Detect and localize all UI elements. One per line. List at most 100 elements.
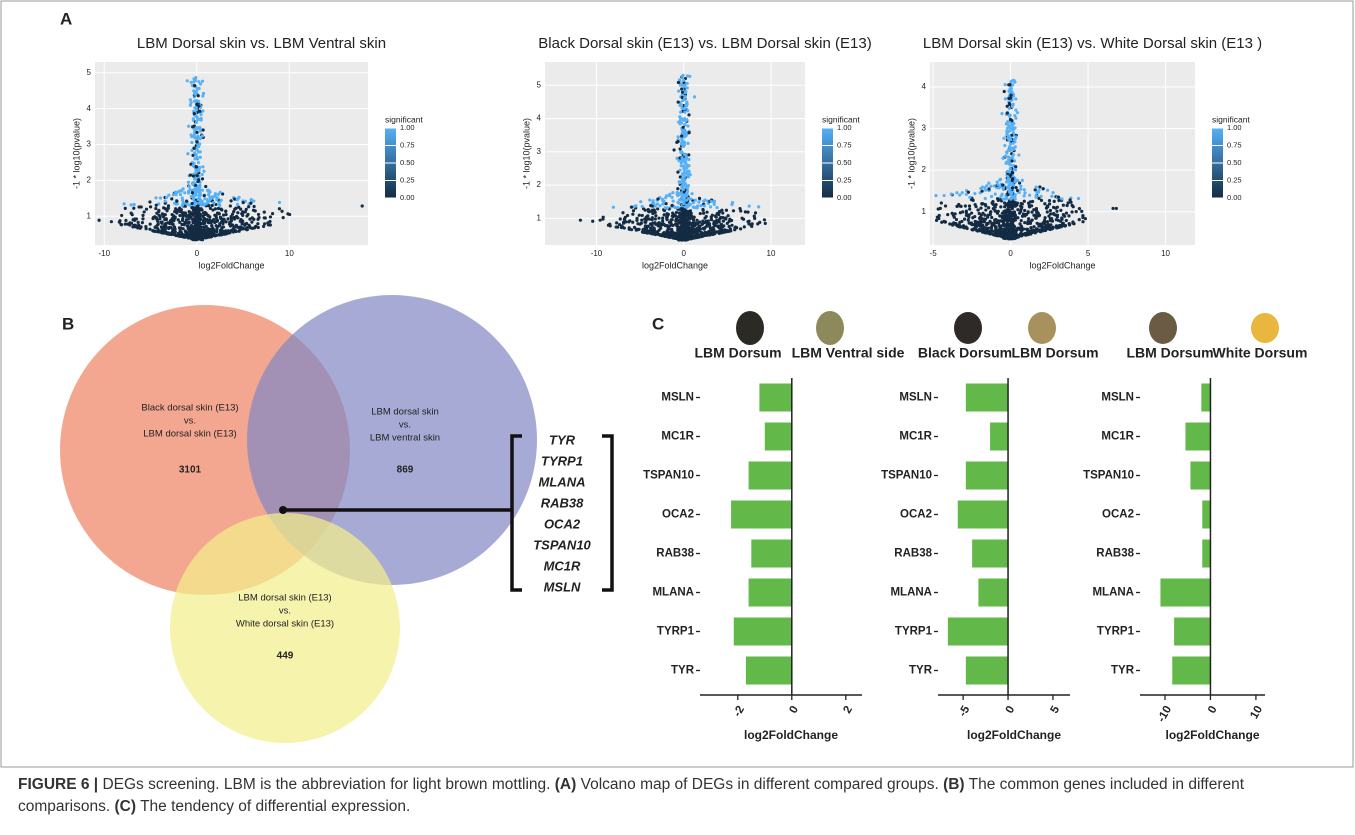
volcano-point — [727, 225, 730, 228]
volcano-point — [221, 222, 224, 225]
volcano-point — [233, 217, 236, 220]
volcano-point — [754, 211, 757, 214]
volcano-point — [1003, 90, 1006, 93]
volcano-point — [217, 207, 220, 210]
volcano-point — [204, 202, 207, 205]
duck-photos — [736, 311, 1279, 345]
volcano-point — [196, 174, 199, 177]
volcano-point — [190, 195, 193, 198]
volcano-point — [1009, 126, 1012, 129]
volcano-point — [1008, 189, 1011, 192]
volcano-point — [693, 228, 696, 231]
volcano-point — [1032, 225, 1035, 228]
volcano-point — [252, 218, 255, 221]
volcano-point — [190, 133, 193, 136]
volcano-point — [195, 121, 198, 124]
volcano-point — [194, 194, 197, 197]
volcano-point — [1054, 206, 1057, 209]
volcano-point — [1009, 233, 1012, 236]
volcano-point — [162, 231, 165, 234]
volcano-point — [661, 219, 664, 222]
volcano-point — [1014, 108, 1017, 111]
volcano-point — [670, 231, 673, 234]
volcano-point — [999, 185, 1002, 188]
volcano-point — [1005, 213, 1008, 216]
volcano-point — [743, 225, 746, 228]
volcano-point — [719, 216, 722, 219]
volcano-point — [612, 206, 615, 209]
x-tick-label: 0 — [1206, 704, 1220, 716]
volcano-point — [972, 223, 975, 226]
volcano-point — [1013, 195, 1016, 198]
volcano-point — [1008, 102, 1011, 105]
x-tick-label: 10 — [1248, 704, 1265, 721]
volcano-point — [990, 195, 993, 198]
volcano-point — [197, 80, 200, 83]
volcano-point — [687, 204, 690, 207]
volcano-point — [1021, 179, 1024, 182]
volcano-point — [133, 203, 136, 206]
volcano-point — [210, 224, 213, 227]
volcano-point — [209, 221, 212, 224]
volcano-point — [1046, 225, 1049, 228]
volcano-point — [139, 226, 142, 229]
volcano-point — [695, 219, 698, 222]
volcano-point — [968, 196, 971, 199]
volcano-point — [967, 219, 970, 222]
volcano-point — [192, 214, 195, 217]
volcano-point — [756, 222, 759, 225]
volcano-point — [1012, 128, 1015, 131]
volcano-point — [177, 208, 180, 211]
volcano-point — [661, 216, 664, 219]
volcano-point — [1040, 199, 1043, 202]
volcano-point — [1008, 107, 1011, 110]
volcano-point — [1010, 236, 1013, 239]
volcano-point — [98, 219, 101, 222]
caption: FIGURE 6 | DEGs screening. LBM is the ab… — [18, 774, 1338, 818]
venn-count: 869 — [397, 465, 414, 476]
volcano-point — [671, 212, 674, 215]
volcano-point — [686, 190, 689, 193]
volcano-point — [687, 211, 690, 214]
volcano-point — [175, 211, 178, 214]
volcano-point — [980, 224, 983, 227]
volcano-point — [960, 220, 963, 223]
volcano-point — [638, 214, 641, 217]
volcano-point — [1004, 97, 1007, 100]
volcano-point — [183, 191, 186, 194]
volcano-point — [1068, 198, 1071, 201]
volcano-point — [983, 214, 986, 217]
volcano-point — [280, 210, 283, 213]
volcano-point — [641, 214, 644, 217]
volcano-point — [201, 173, 204, 176]
volcano-point — [674, 237, 677, 240]
volcano-point — [155, 204, 158, 207]
caption-segment: FIGURE 6 | — [18, 776, 98, 793]
volcano-point — [189, 98, 192, 101]
volcano-point — [934, 194, 937, 197]
volcano-point — [676, 171, 679, 174]
volcano-point — [1019, 188, 1022, 191]
volcano-point — [1115, 207, 1118, 210]
category-label: RAB38 — [656, 548, 694, 560]
volcano-point — [938, 214, 941, 217]
volcano-point — [669, 222, 672, 225]
volcano-point — [1006, 226, 1009, 229]
y-tick-label: 3 — [922, 124, 927, 133]
volcano-point — [999, 205, 1002, 208]
volcano-point — [675, 218, 678, 221]
volcano-point — [1006, 127, 1009, 130]
volcano-point — [193, 106, 196, 109]
volcano-point — [671, 215, 674, 218]
volcano-point — [1067, 201, 1070, 204]
volcano-point — [950, 193, 953, 196]
bar — [966, 657, 1008, 685]
volcano-point — [145, 208, 148, 211]
volcano-point — [218, 222, 221, 225]
volcano-point — [1065, 219, 1068, 222]
volcano-point — [198, 237, 201, 240]
volcano-point — [579, 219, 582, 222]
volcano-point — [988, 220, 991, 223]
volcano-point — [1010, 218, 1013, 221]
legend-tick-label: 0.75 — [400, 140, 415, 149]
